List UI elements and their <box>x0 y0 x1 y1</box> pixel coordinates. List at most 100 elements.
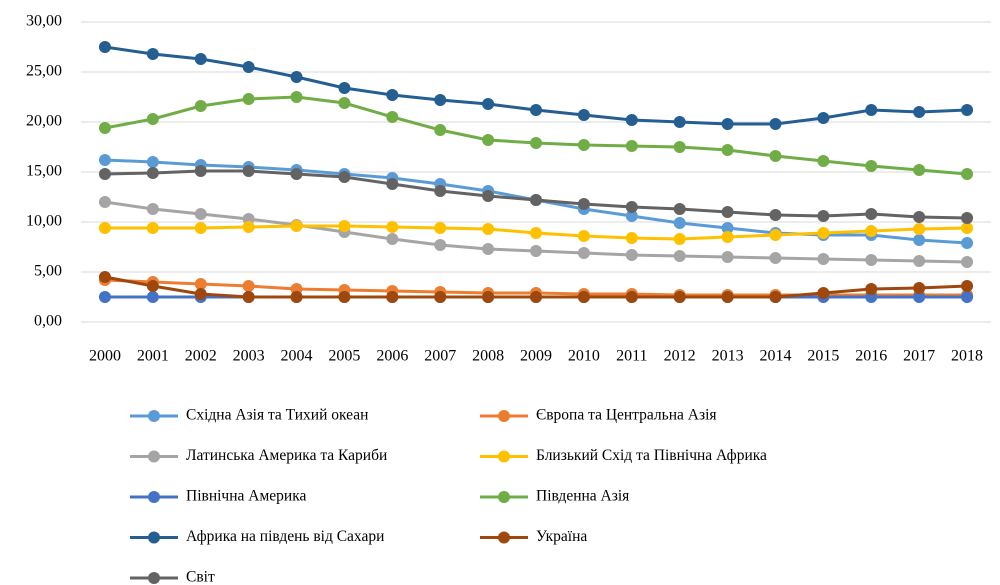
data-point <box>817 112 830 124</box>
x-tick-label: 2014 <box>759 348 791 365</box>
data-point <box>434 291 447 303</box>
data-point <box>769 118 782 130</box>
legend-label: Європа та Центральна Азія <box>536 407 717 424</box>
legend-label: Україна <box>536 528 587 545</box>
data-point <box>625 232 638 244</box>
data-point <box>817 210 830 222</box>
data-point <box>242 61 255 73</box>
data-point <box>913 211 926 223</box>
data-point <box>530 137 542 149</box>
legend-label: Південна Азія <box>536 488 629 505</box>
data-point <box>386 233 399 245</box>
data-point <box>673 217 686 229</box>
x-tick-label: 2003 <box>233 348 265 365</box>
data-point <box>577 139 590 151</box>
data-point <box>625 140 638 152</box>
data-point <box>194 288 207 300</box>
data-point <box>146 167 159 179</box>
x-tick-label: 2000 <box>89 348 121 365</box>
x-tick-label: 2008 <box>472 348 504 365</box>
data-point <box>434 239 447 251</box>
data-point <box>913 291 926 303</box>
data-point <box>577 291 590 303</box>
data-point <box>434 124 447 136</box>
data-point <box>194 100 207 112</box>
x-tick-label: 2015 <box>807 348 839 365</box>
data-point <box>625 210 638 222</box>
data-point <box>865 283 878 295</box>
data-point <box>194 208 207 220</box>
data-point <box>530 227 542 239</box>
data-point <box>961 237 974 249</box>
x-tick-label: 2011 <box>616 348 647 365</box>
data-point <box>865 208 878 220</box>
data-point <box>146 222 159 234</box>
x-tick-label: 2017 <box>903 348 935 365</box>
y-tick-label: 30,00 <box>26 13 62 30</box>
data-point <box>98 222 111 234</box>
data-point <box>769 291 782 303</box>
data-point <box>961 212 974 224</box>
data-point <box>386 111 399 123</box>
legend-marker <box>498 531 510 544</box>
data-point <box>625 114 638 126</box>
x-tick-label: 2007 <box>424 348 456 365</box>
data-point <box>817 155 830 167</box>
data-point <box>577 109 590 121</box>
legend-label: Світ <box>186 569 215 585</box>
x-tick-label: 2016 <box>855 348 887 365</box>
legend-label: Східна Азія та Тихий океан <box>186 407 368 424</box>
data-point <box>290 168 303 180</box>
data-point <box>482 134 495 146</box>
data-point <box>577 230 590 242</box>
legend-marker <box>498 450 510 463</box>
x-tick-label: 2001 <box>137 348 169 365</box>
data-point <box>673 116 686 128</box>
data-point <box>817 253 830 265</box>
data-point <box>865 225 878 237</box>
data-point <box>242 221 255 233</box>
data-point <box>577 247 590 259</box>
data-point <box>194 278 207 290</box>
data-point <box>625 249 638 261</box>
data-point <box>865 254 878 266</box>
data-point <box>913 164 926 176</box>
y-tick-label: 15,00 <box>26 163 62 180</box>
legend-marker <box>148 572 160 584</box>
data-point <box>290 291 303 303</box>
data-point <box>961 168 974 180</box>
data-point <box>146 113 159 125</box>
data-point <box>913 255 926 267</box>
data-point <box>290 91 303 103</box>
data-point <box>482 223 495 235</box>
data-point <box>146 291 159 303</box>
data-point <box>242 291 255 303</box>
data-point <box>721 251 734 263</box>
data-point <box>913 234 926 246</box>
data-point <box>961 222 974 234</box>
data-point <box>434 222 447 234</box>
y-tick-label: 5,00 <box>34 263 62 280</box>
x-tick-label: 2010 <box>568 348 600 365</box>
data-point <box>98 41 111 53</box>
legend-marker <box>148 450 160 463</box>
legend-marker <box>148 491 160 503</box>
legend-marker <box>498 410 510 422</box>
data-point <box>290 220 303 232</box>
data-point <box>194 53 207 65</box>
data-point <box>817 227 830 239</box>
data-point <box>146 48 159 60</box>
legend-label: Африка на південь від Сахари <box>186 528 384 545</box>
data-point <box>577 198 590 210</box>
data-point <box>98 154 111 166</box>
legend-label: Латинська Америка та Кариби <box>186 447 387 464</box>
data-point <box>530 245 542 257</box>
x-tick-label: 2006 <box>376 348 408 365</box>
data-point <box>769 229 782 241</box>
data-point <box>338 82 351 94</box>
data-point <box>961 291 974 303</box>
data-point <box>338 97 351 109</box>
data-point <box>625 291 638 303</box>
data-point <box>338 220 351 232</box>
data-point <box>913 282 926 294</box>
